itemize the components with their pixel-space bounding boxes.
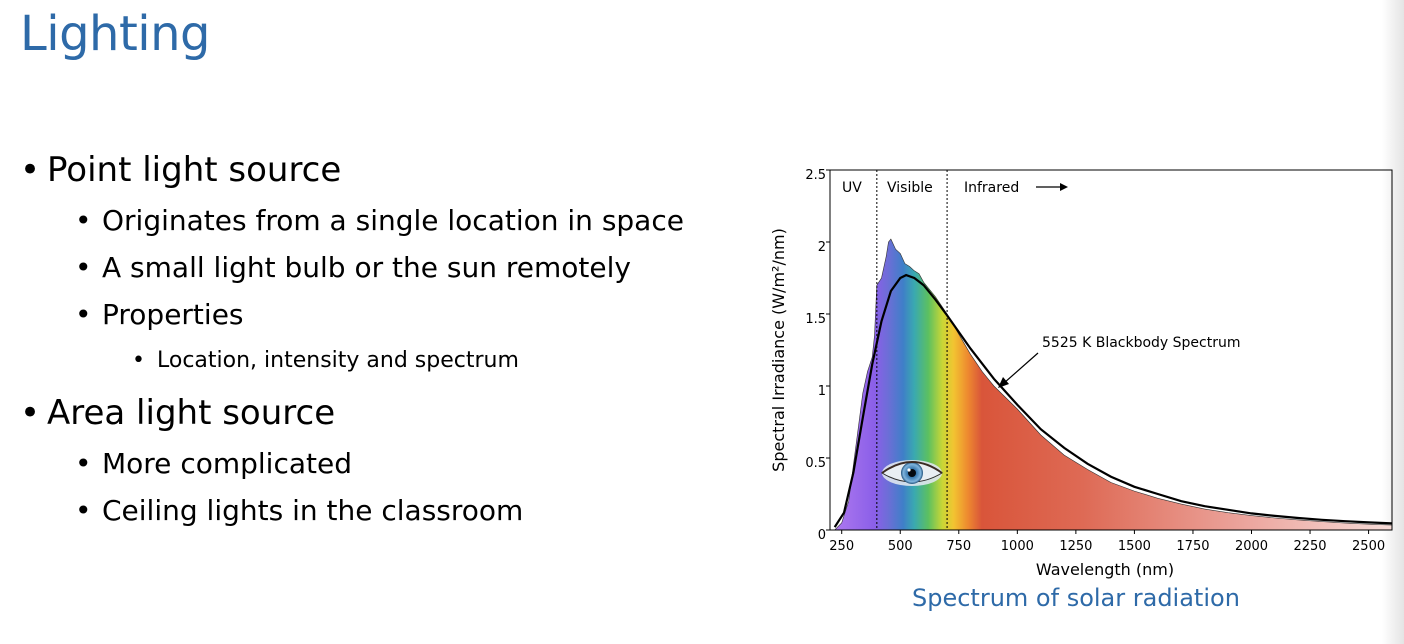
bullet-dot: • xyxy=(20,150,41,190)
region-label-infrared: Infrared xyxy=(964,180,1019,196)
x-tick-label: 2250 xyxy=(1293,539,1326,554)
y-tick-label: 2.5 xyxy=(805,168,826,183)
bullet-dot: • xyxy=(75,204,92,237)
bullet-text: Point light source xyxy=(47,150,342,190)
bullet-item: • A small light bulb or the sun remotely xyxy=(75,251,631,284)
bullet-item: • Originates from a single location in s… xyxy=(75,204,684,237)
bullet-text: Location, intensity and spectrum xyxy=(157,348,519,373)
y-tick-label: 0.5 xyxy=(805,456,826,471)
y-tick-label: 0 xyxy=(818,528,826,543)
x-tick-label: 2500 xyxy=(1352,539,1385,554)
bullet-item: • Location, intensity and spectrum xyxy=(132,348,519,373)
x-tick-label: 1000 xyxy=(1001,539,1034,554)
x-tick-label: 250 xyxy=(829,539,854,554)
bullet-item: • Point light source xyxy=(20,150,341,190)
bullet-dot: • xyxy=(75,251,92,284)
slide-edge-shadow xyxy=(1382,0,1404,644)
bullet-dot: • xyxy=(75,494,92,527)
plot-frame xyxy=(829,169,1393,531)
bullet-dot: • xyxy=(75,298,92,331)
solar-spectrum-area xyxy=(834,238,1392,530)
y-tick-label: 2 xyxy=(818,240,826,255)
x-tick-label: 750 xyxy=(946,539,971,554)
bullet-text: Properties xyxy=(102,298,244,331)
slide-title: Lighting xyxy=(20,6,211,62)
bullet-dot: • xyxy=(132,348,145,373)
eye-icon xyxy=(881,460,943,486)
y-tick-label: 1.5 xyxy=(805,312,826,327)
solar-spectrum-chart: 250 500 750 1000 1250 1500 1750 2000 2250 2500 2.… xyxy=(769,168,1393,579)
bullet-item: • More complicated xyxy=(75,447,352,480)
y-tick-label: 1 xyxy=(818,384,826,399)
bullet-text: A small light bulb or the sun remotely xyxy=(102,251,631,284)
bullet-item: • Area light source xyxy=(20,393,335,433)
bullet-dot: • xyxy=(20,393,41,433)
bullet-text: Originates from a single location in spa… xyxy=(102,204,684,237)
x-tick-label: 2000 xyxy=(1235,539,1268,554)
x-tick-label: 500 xyxy=(888,539,913,554)
figure-caption: Spectrum of solar radiation xyxy=(912,584,1240,612)
blackbody-annotation: 5525 K Blackbody Spectrum xyxy=(1042,335,1241,351)
x-tick-label: 1250 xyxy=(1059,539,1092,554)
region-label-uv: UV xyxy=(842,180,862,196)
bullet-text: Ceiling lights in the classroom xyxy=(102,494,524,527)
x-tick-label: 1750 xyxy=(1176,539,1209,554)
blackbody-curve xyxy=(833,273,1392,528)
region-label-visible: Visible xyxy=(887,180,933,196)
x-axis-label: Wavelength (nm) xyxy=(1036,560,1174,579)
y-axis-label: Spectral Irradiance (W/m²/nm) xyxy=(769,228,788,472)
bullet-text: Area light source xyxy=(47,393,336,433)
bullet-dot: • xyxy=(75,447,92,480)
annotation-arrow xyxy=(998,352,1039,388)
arrow-right-icon xyxy=(1036,183,1068,191)
bullet-item: • Ceiling lights in the classroom xyxy=(75,494,523,527)
bullet-item: • Properties xyxy=(75,298,244,331)
solar-spectrum-figure: 250 500 750 1000 1250 1500 1750 2000 2250 2500 2.… xyxy=(760,155,1400,585)
bullet-text: More complicated xyxy=(102,447,352,480)
x-tick-label: 1500 xyxy=(1118,539,1151,554)
